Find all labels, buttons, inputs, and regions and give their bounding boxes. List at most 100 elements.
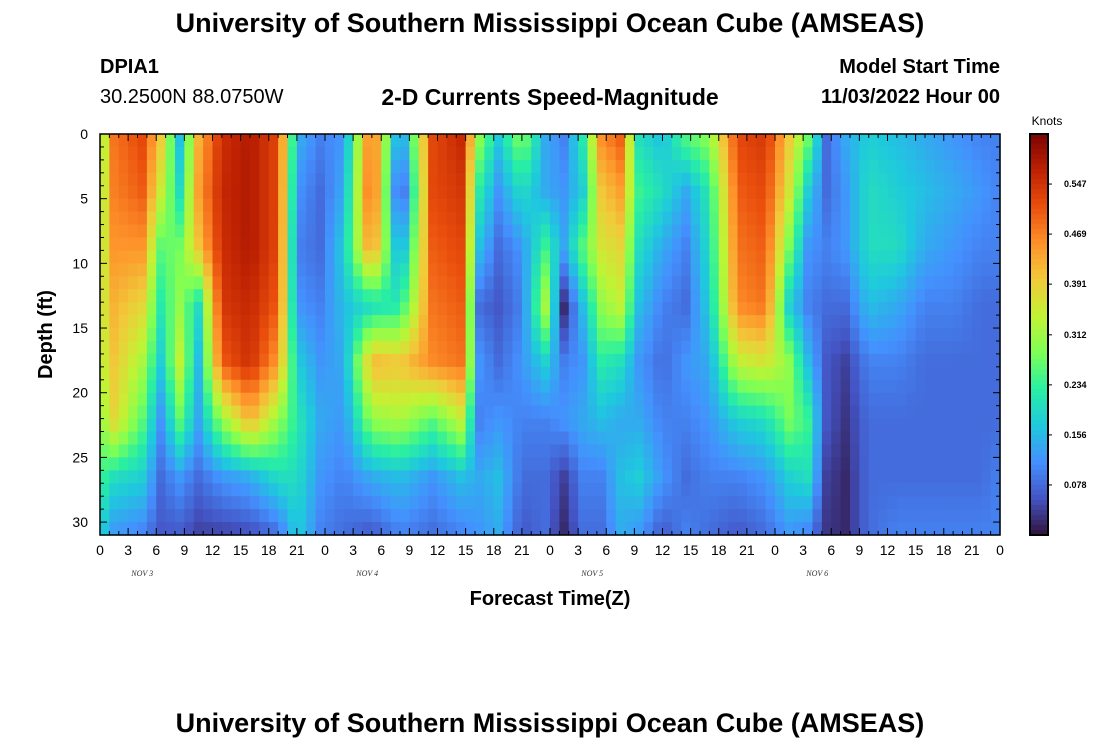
heatmap-cell <box>484 366 495 381</box>
heatmap-cell <box>840 496 851 510</box>
heatmap-cell <box>118 315 129 329</box>
heatmap-cell <box>212 392 223 407</box>
heatmap-cell <box>390 276 401 290</box>
heatmap-cell <box>146 276 157 290</box>
heatmap-cell <box>765 276 776 290</box>
heatmap-cell <box>400 509 410 523</box>
heatmap-cell <box>156 496 167 510</box>
colorbar-segment <box>1030 374 1048 381</box>
heatmap-cell <box>812 509 823 523</box>
heatmap-cell <box>859 418 870 433</box>
heatmap-cell <box>746 159 757 174</box>
heatmap-cell <box>756 328 767 342</box>
heatmap-cell <box>653 198 664 213</box>
heatmap-cell <box>840 289 851 303</box>
heatmap-cell <box>915 444 926 458</box>
heatmap-cell <box>981 522 992 536</box>
heatmap-cell <box>512 392 523 407</box>
heatmap-cell <box>278 392 289 407</box>
heatmap-cell <box>878 185 889 200</box>
heatmap-cell <box>615 198 626 213</box>
heatmap-cell <box>690 134 701 148</box>
heatmap-cell <box>390 237 401 252</box>
colorbar-segment <box>1030 329 1048 336</box>
heatmap-cell <box>193 172 204 187</box>
heatmap-cell <box>343 392 354 407</box>
heatmap-cell <box>812 146 823 161</box>
heatmap-cell <box>578 134 589 148</box>
heatmap-cell <box>465 185 476 200</box>
heatmap-cell <box>100 353 110 368</box>
heatmap-cell <box>953 470 964 484</box>
heatmap-cell <box>128 328 139 342</box>
heatmap-cell <box>212 134 223 148</box>
heatmap-cell <box>878 302 889 316</box>
heatmap-cell <box>943 146 954 161</box>
heatmap-cell <box>906 496 917 510</box>
heatmap-cell <box>268 315 279 329</box>
heatmap-cell <box>868 263 879 277</box>
heatmap-cell <box>962 509 973 523</box>
heatmap-cell <box>625 444 635 458</box>
heatmap-cell <box>240 353 251 368</box>
heatmap-cell <box>175 418 185 433</box>
heatmap-cell <box>681 276 692 290</box>
heatmap-cell <box>353 392 364 407</box>
heatmap-cell <box>737 522 748 536</box>
heatmap-cell <box>906 315 917 329</box>
heatmap-cell <box>203 250 214 264</box>
colorbar-label: 0.469 <box>1064 229 1087 239</box>
heatmap-cell <box>850 340 860 355</box>
heatmap-cell <box>409 159 420 174</box>
heatmap-cell <box>746 496 757 510</box>
heatmap-cell <box>962 444 973 458</box>
heatmap-cell <box>671 250 682 264</box>
heatmap-cell <box>596 302 607 316</box>
heatmap-cell <box>109 470 120 484</box>
heatmap-cell <box>381 237 392 252</box>
heatmap-cell <box>400 198 410 213</box>
heatmap-cell <box>700 379 710 394</box>
heatmap-cell <box>212 250 223 264</box>
heatmap-cell <box>925 146 935 161</box>
heatmap-cell <box>278 315 289 329</box>
heatmap-cell <box>221 263 232 277</box>
heatmap-cell <box>446 237 457 252</box>
heatmap-cell <box>925 224 935 239</box>
heatmap-cell <box>700 185 710 200</box>
heatmap-cell <box>503 276 514 290</box>
heatmap-cell <box>456 276 467 290</box>
colorbar-segment <box>1030 429 1048 436</box>
heatmap-cell <box>587 302 598 316</box>
heatmap-cell <box>137 444 148 458</box>
colorbar-segment <box>1030 509 1048 516</box>
heatmap-cell <box>165 470 176 484</box>
heatmap-cell <box>521 134 532 148</box>
heatmap-cell <box>531 237 542 252</box>
heatmap-cell <box>953 522 964 536</box>
heatmap-cell <box>934 366 945 381</box>
heatmap-cell <box>465 522 476 536</box>
colorbar-segment <box>1030 304 1048 311</box>
heatmap-cell <box>934 276 945 290</box>
heatmap-cell <box>559 198 570 213</box>
heatmap-cell <box>531 509 542 523</box>
heatmap-cell <box>662 263 673 277</box>
heatmap-cell <box>878 405 889 420</box>
heatmap-cell <box>990 134 1001 148</box>
heatmap-cell <box>484 263 495 277</box>
heatmap-cell <box>240 457 251 471</box>
heatmap-cell <box>306 172 317 187</box>
heatmap-cell <box>259 159 270 174</box>
heatmap-cell <box>887 289 898 303</box>
heatmap-cell <box>212 353 223 368</box>
heatmap-cell <box>381 470 392 484</box>
heatmap-cell <box>400 457 410 471</box>
heatmap-cell <box>793 315 804 329</box>
heatmap-cell <box>596 379 607 394</box>
heatmap-cell <box>578 405 589 420</box>
heatmap-cell <box>240 405 251 420</box>
heatmap-cell <box>212 159 223 174</box>
heatmap-cell <box>765 457 776 471</box>
heatmap-cell <box>475 379 485 394</box>
